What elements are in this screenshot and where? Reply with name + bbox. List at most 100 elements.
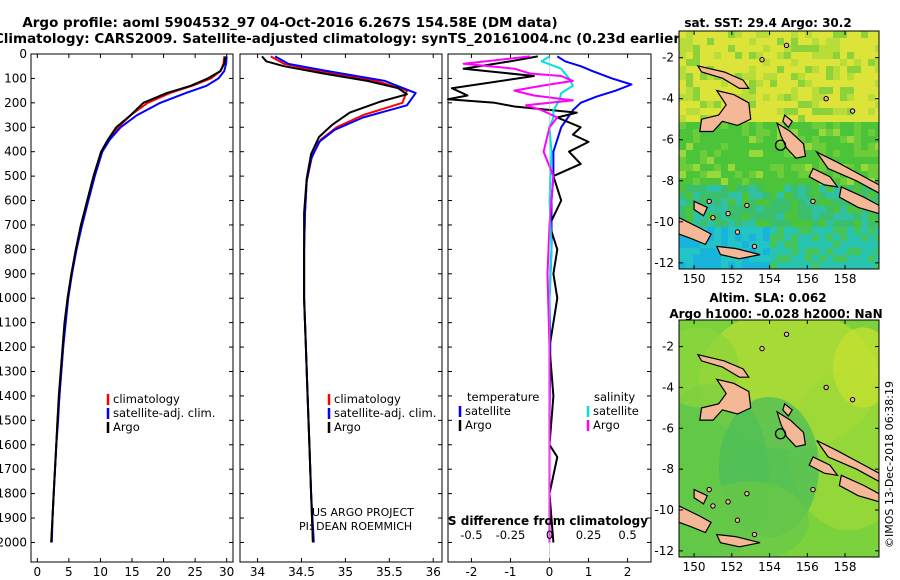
differences-series-s-satellite [540, 55, 574, 543]
sst-pixel [875, 59, 879, 66]
sst-pixel [868, 31, 875, 38]
sst-pixel [763, 129, 770, 136]
depth-tick-label: 500 [4, 169, 27, 183]
sst-pixel [679, 262, 686, 269]
sst-pixel [679, 59, 686, 66]
sst-pixel [700, 59, 707, 66]
sst-pixel [686, 80, 693, 87]
sst-pixel [868, 157, 875, 164]
sst-pixel [770, 115, 777, 122]
sst-pixel [875, 87, 879, 94]
sst-pixel [700, 199, 707, 206]
sst-pixel [777, 206, 784, 213]
sst-pixel [833, 101, 840, 108]
sst-pixel [728, 87, 735, 94]
sst-pixel [798, 234, 805, 241]
sst-pixel [798, 59, 805, 66]
sst-pixel [742, 220, 749, 227]
sst-pixel [714, 185, 721, 192]
sst-pixel [721, 206, 728, 213]
sst-pixel [707, 164, 714, 171]
sst-pixel [847, 45, 854, 52]
sst-pixel [805, 94, 812, 101]
temperature-xtick-label: 0 [33, 565, 41, 579]
sst-pixel [847, 220, 854, 227]
sst-pixel [735, 52, 742, 59]
sst-pixel [784, 248, 791, 255]
sst-pixel [763, 45, 770, 52]
sst-pixel [777, 185, 784, 192]
sst-pixel [770, 199, 777, 206]
land-mass [693, 200, 709, 217]
sst-pixel [763, 227, 770, 234]
sst-pixel [847, 185, 854, 192]
sst-pixel [812, 199, 819, 206]
sst-pixel [875, 178, 879, 185]
sst-pixel [868, 45, 875, 52]
sst-pixel [728, 178, 735, 185]
depth-tick-label: 2000 [0, 535, 27, 549]
sst-pixel [868, 108, 875, 115]
sst-pixel [763, 262, 770, 269]
sst-pixel [700, 52, 707, 59]
sst-map-panel: 150 152 154 156 158 -2 -4 -6 -8 -10 -12 [654, 30, 880, 286]
sst-pixel [798, 87, 805, 94]
sst-pixel [742, 38, 749, 45]
sst-pixel [749, 122, 756, 129]
sst-pixel [819, 262, 826, 269]
sst-pixel [854, 66, 861, 73]
sst-pixel [679, 45, 686, 52]
sst-map-lon-label: 156 [796, 272, 819, 286]
sst-pixel [693, 248, 700, 255]
sst-pixel [749, 164, 756, 171]
sst-pixel [686, 122, 693, 129]
sst-pixel [693, 220, 700, 227]
sst-pixel [868, 129, 875, 136]
sst-pixel [735, 206, 742, 213]
sst-pixel [798, 157, 805, 164]
differences-xtick-label: -1 [504, 565, 516, 579]
sst-pixel [819, 31, 826, 38]
sst-pixel [826, 241, 833, 248]
sst-pixel [763, 178, 770, 185]
sst-pixel [798, 241, 805, 248]
sst-pixel [763, 31, 770, 38]
sst-pixel [812, 241, 819, 248]
sst-pixel [693, 178, 700, 185]
sst-pixel [721, 122, 728, 129]
sst-pixel [770, 192, 777, 199]
sst-pixel [868, 52, 875, 59]
sst-pixel [728, 136, 735, 143]
sst-pixel [679, 52, 686, 59]
sst-pixel [707, 52, 714, 59]
sst-pixel [777, 80, 784, 87]
sst-pixel [777, 136, 784, 143]
sst-pixel [770, 31, 777, 38]
sst-pixel [784, 241, 791, 248]
sst-pixel [714, 108, 721, 115]
sst-pixel [784, 52, 791, 59]
sst-pixel [735, 262, 742, 269]
sst-pixel [763, 73, 770, 80]
sst-pixel [784, 31, 791, 38]
sst-pixel [847, 129, 854, 136]
sst-pixel [826, 227, 833, 234]
sst-pixel [868, 143, 875, 150]
sst-pixel [721, 199, 728, 206]
sst-pixel [812, 220, 819, 227]
sst-pixel [847, 234, 854, 241]
sst-map-lat-label: -10 [654, 215, 674, 229]
land-mass [782, 402, 793, 417]
sst-pixel [693, 73, 700, 80]
sst-pixel [805, 241, 812, 248]
sst-pixel [700, 87, 707, 94]
sst-pixel [826, 185, 833, 192]
sst-pixel [854, 108, 861, 115]
sst-pixel [742, 52, 749, 59]
sst-pixel [791, 122, 798, 129]
sst-pixel [742, 171, 749, 178]
sst-pixel [756, 262, 763, 269]
sst-pixel [693, 31, 700, 38]
depth-tick-label: 700 [4, 218, 27, 232]
sst-pixel [791, 192, 798, 199]
